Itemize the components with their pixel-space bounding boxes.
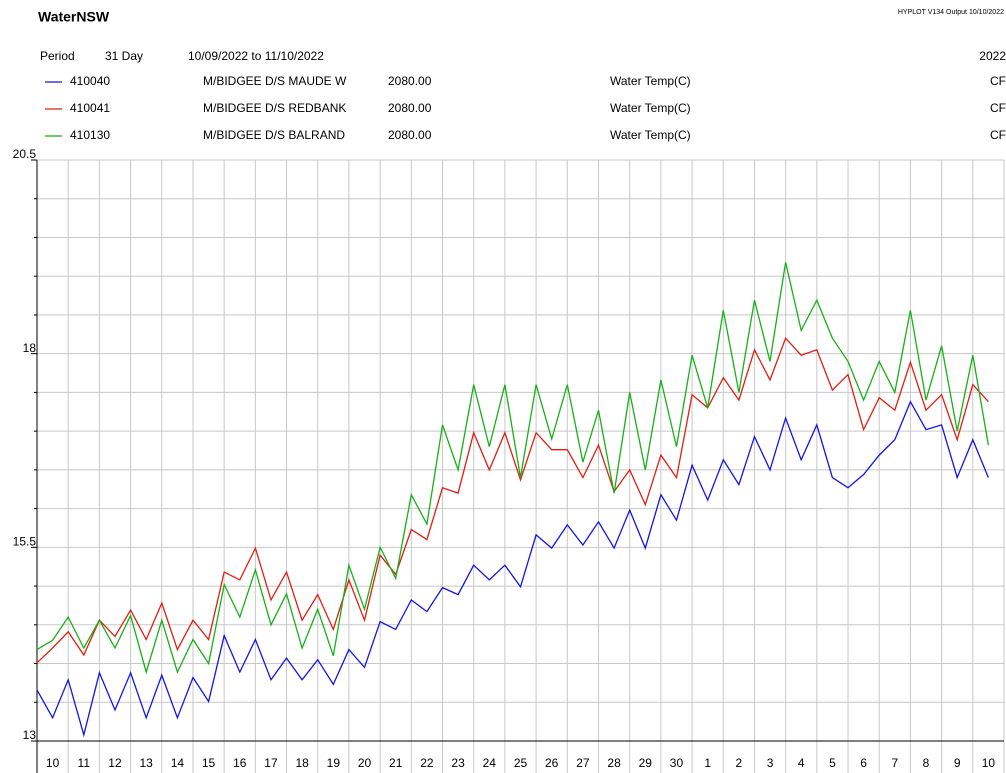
series-line xyxy=(36,336,989,664)
legend-code: 2080.00 xyxy=(388,128,432,142)
y-tick-label: 18 xyxy=(23,341,37,355)
legend-qualifier: CF xyxy=(990,74,1006,88)
x-tick-label: 3 xyxy=(767,756,774,770)
series-line xyxy=(36,262,990,675)
x-tick-label: 15 xyxy=(202,756,216,770)
legend-station: M/BIDGEE D/S MAUDE W xyxy=(203,74,347,88)
x-tick-label: 10 xyxy=(982,756,996,770)
legend-station: M/BIDGEE D/S REDBANK xyxy=(203,101,346,115)
x-tick-label: 9 xyxy=(954,756,961,770)
x-tick-label: 10 xyxy=(46,756,60,770)
x-tick-label: 5 xyxy=(829,756,836,770)
program-info: HYPLOT V134 Output 10/10/2022 xyxy=(898,9,1004,16)
x-tick-label: 29 xyxy=(639,756,653,770)
x-tick-label: 12 xyxy=(108,756,122,770)
x-tick-label: 30 xyxy=(670,756,684,770)
x-tick-label: 26 xyxy=(545,756,559,770)
x-tick-label: 27 xyxy=(576,756,590,770)
x-tick-label: 19 xyxy=(327,756,341,770)
x-tick-label: 4 xyxy=(798,756,805,770)
x-tick-label: 11 xyxy=(78,756,91,770)
x-tick-label: 7 xyxy=(891,756,898,770)
x-tick-label: 18 xyxy=(295,756,309,770)
x-tick-label: 6 xyxy=(860,756,867,770)
x-tick-label: 25 xyxy=(514,756,528,770)
legend-station: M/BIDGEE D/S BALRAND xyxy=(203,128,345,142)
period-label: Period xyxy=(40,49,75,63)
x-tick-label: 21 xyxy=(389,756,403,770)
date-range: 10/09/2022 to 11/10/2022 xyxy=(188,49,324,63)
period: 31 Day xyxy=(105,49,143,63)
legend-name: 410040 xyxy=(70,74,110,88)
legend-code: 2080.00 xyxy=(388,101,432,115)
x-tick-label: 13 xyxy=(139,756,153,770)
x-tick-label: 2 xyxy=(736,756,743,770)
legend-qualifier: CF xyxy=(990,101,1006,115)
legend-variable: Water Temp(C) xyxy=(610,128,691,142)
x-tick-label: 24 xyxy=(483,756,497,770)
legend-variable: Water Temp(C) xyxy=(610,74,691,88)
x-tick-label: 14 xyxy=(171,756,185,770)
x-tick-label: 28 xyxy=(607,756,621,770)
legend-variable: Water Temp(C) xyxy=(610,101,691,115)
x-tick-label: 8 xyxy=(923,756,930,770)
y-tick-label: 15.5 xyxy=(13,535,37,549)
y-tick-label: 20.5 xyxy=(13,147,37,161)
y-tick-label: 13 xyxy=(23,728,37,742)
chart-title: WaterNSW xyxy=(38,9,110,25)
year: 2022 xyxy=(979,49,1006,63)
legend-name: 410041 xyxy=(70,101,110,115)
series-line xyxy=(36,400,990,738)
x-tick-label: 17 xyxy=(264,756,278,770)
legend-name: 410130 xyxy=(70,128,110,142)
x-tick-label: 22 xyxy=(420,756,434,770)
legend-qualifier: CF xyxy=(990,128,1006,142)
x-tick-label: 23 xyxy=(451,756,465,770)
x-tick-label: 20 xyxy=(358,756,372,770)
legend-code: 2080.00 xyxy=(388,74,432,88)
x-tick-label: 1 xyxy=(704,756,711,770)
x-tick-label: 16 xyxy=(233,756,247,770)
